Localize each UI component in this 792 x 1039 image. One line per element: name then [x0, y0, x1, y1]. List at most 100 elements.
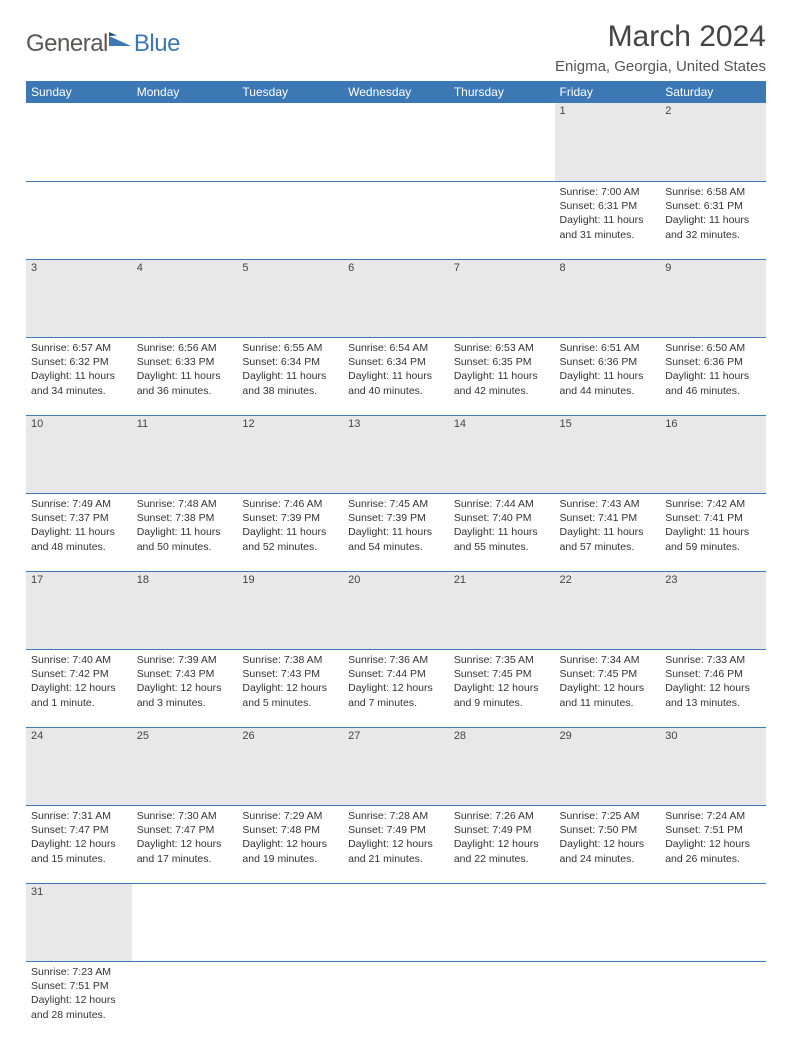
day-number: 9 [660, 260, 766, 276]
weekday-header-row: SundayMondayTuesdayWednesdayThursdayFrid… [26, 81, 766, 103]
calendar-body: 12 Sunrise: 7:00 AMSunset: 6:31 PMDayligh… [26, 103, 766, 1039]
day-cell: Sunrise: 7:40 AMSunset: 7:42 PMDaylight:… [26, 650, 132, 715]
day-cell: Sunrise: 7:39 AMSunset: 7:43 PMDaylight:… [132, 650, 238, 715]
day-number-empty [449, 884, 555, 900]
header: General Blue March 2024 Enigma, Georgia,… [26, 20, 766, 75]
day-cell: Sunrise: 7:25 AMSunset: 7:50 PMDaylight:… [555, 806, 661, 871]
day-number-empty [555, 884, 661, 900]
day-number: 15 [555, 416, 661, 432]
day-cell: Sunrise: 7:31 AMSunset: 7:47 PMDaylight:… [26, 806, 132, 871]
day-number: 28 [449, 728, 555, 744]
weekday-header: Sunday [26, 81, 132, 103]
day-number: 18 [132, 572, 238, 588]
day-number-empty [343, 103, 449, 119]
day-number: 14 [449, 416, 555, 432]
day-number: 30 [660, 728, 766, 744]
day-number-empty [237, 103, 343, 119]
day-cell: Sunrise: 7:43 AMSunset: 7:41 PMDaylight:… [555, 494, 661, 559]
empty-cell [132, 961, 238, 1039]
day-number: 20 [343, 572, 449, 588]
day-cell: Sunrise: 7:34 AMSunset: 7:45 PMDaylight:… [555, 650, 661, 715]
day-number: 24 [26, 728, 132, 744]
day-number: 27 [343, 728, 449, 744]
empty-cell [237, 961, 343, 1039]
day-number-empty [132, 103, 238, 119]
weekday-header: Monday [132, 81, 238, 103]
day-cell: Sunrise: 6:54 AMSunset: 6:34 PMDaylight:… [343, 338, 449, 403]
day-cell: Sunrise: 6:57 AMSunset: 6:32 PMDaylight:… [26, 338, 132, 403]
day-cell: Sunrise: 6:51 AMSunset: 6:36 PMDaylight:… [555, 338, 661, 403]
day-number: 2 [660, 103, 766, 119]
weekday-header: Tuesday [237, 81, 343, 103]
day-cell: Sunrise: 7:24 AMSunset: 7:51 PMDaylight:… [660, 806, 766, 871]
day-cell: Sunrise: 7:35 AMSunset: 7:45 PMDaylight:… [449, 650, 555, 715]
weekday-header: Wednesday [343, 81, 449, 103]
empty-cell [660, 961, 766, 1039]
day-number: 13 [343, 416, 449, 432]
day-cell: Sunrise: 7:26 AMSunset: 7:49 PMDaylight:… [449, 806, 555, 871]
weekday-header: Thursday [449, 81, 555, 103]
day-number: 1 [555, 103, 661, 119]
empty-cell [237, 181, 343, 259]
empty-cell [555, 961, 661, 1039]
day-cell: Sunrise: 7:46 AMSunset: 7:39 PMDaylight:… [237, 494, 343, 559]
day-cell: Sunrise: 7:23 AMSunset: 7:51 PMDaylight:… [26, 962, 132, 1027]
logo: General Blue [26, 20, 180, 58]
day-number: 8 [555, 260, 661, 276]
day-cell: Sunrise: 7:42 AMSunset: 7:41 PMDaylight:… [660, 494, 766, 559]
logo-text-general: General [26, 30, 108, 58]
day-cell: Sunrise: 7:38 AMSunset: 7:43 PMDaylight:… [237, 650, 343, 715]
empty-cell [26, 181, 132, 259]
day-number: 6 [343, 260, 449, 276]
location: Enigma, Georgia, United States [555, 58, 766, 75]
day-cell: Sunrise: 7:30 AMSunset: 7:47 PMDaylight:… [132, 806, 238, 871]
day-number-empty [26, 103, 132, 119]
day-number: 22 [555, 572, 661, 588]
day-cell: Sunrise: 6:58 AMSunset: 6:31 PMDaylight:… [660, 182, 766, 247]
day-number: 4 [132, 260, 238, 276]
day-number: 5 [237, 260, 343, 276]
day-number: 19 [237, 572, 343, 588]
day-cell: Sunrise: 7:48 AMSunset: 7:38 PMDaylight:… [132, 494, 238, 559]
day-number: 26 [237, 728, 343, 744]
day-cell: Sunrise: 7:33 AMSunset: 7:46 PMDaylight:… [660, 650, 766, 715]
day-number: 3 [26, 260, 132, 276]
day-cell: Sunrise: 6:50 AMSunset: 6:36 PMDaylight:… [660, 338, 766, 403]
day-cell: Sunrise: 7:29 AMSunset: 7:48 PMDaylight:… [237, 806, 343, 871]
logo-triangle-icon [109, 32, 131, 46]
empty-cell [449, 961, 555, 1039]
day-number: 16 [660, 416, 766, 432]
day-number: 29 [555, 728, 661, 744]
title-block: March 2024 Enigma, Georgia, United State… [555, 20, 766, 75]
day-number-empty [343, 884, 449, 900]
day-number: 7 [449, 260, 555, 276]
empty-cell [343, 181, 449, 259]
day-cell: Sunrise: 6:56 AMSunset: 6:33 PMDaylight:… [132, 338, 238, 403]
day-number: 25 [132, 728, 238, 744]
logo-text-blue: Blue [134, 30, 180, 58]
weekday-header: Saturday [660, 81, 766, 103]
day-cell: Sunrise: 7:44 AMSunset: 7:40 PMDaylight:… [449, 494, 555, 559]
day-number: 10 [26, 416, 132, 432]
weekday-header: Friday [555, 81, 661, 103]
empty-cell [132, 181, 238, 259]
day-number: 12 [237, 416, 343, 432]
day-number-empty [237, 884, 343, 900]
day-number: 23 [660, 572, 766, 588]
day-cell: Sunrise: 6:53 AMSunset: 6:35 PMDaylight:… [449, 338, 555, 403]
day-number: 11 [132, 416, 238, 432]
day-cell: Sunrise: 7:00 AMSunset: 6:31 PMDaylight:… [555, 182, 661, 247]
day-number-empty [660, 884, 766, 900]
empty-cell [343, 961, 449, 1039]
day-cell: Sunrise: 7:36 AMSunset: 7:44 PMDaylight:… [343, 650, 449, 715]
day-cell: Sunrise: 7:49 AMSunset: 7:37 PMDaylight:… [26, 494, 132, 559]
empty-cell [449, 181, 555, 259]
day-cell: Sunrise: 6:55 AMSunset: 6:34 PMDaylight:… [237, 338, 343, 403]
day-number: 17 [26, 572, 132, 588]
day-cell: Sunrise: 7:45 AMSunset: 7:39 PMDaylight:… [343, 494, 449, 559]
day-number-empty [449, 103, 555, 119]
day-cell: Sunrise: 7:28 AMSunset: 7:49 PMDaylight:… [343, 806, 449, 871]
month-title: March 2024 [555, 20, 766, 54]
day-number: 31 [26, 884, 132, 900]
calendar-table: SundayMondayTuesdayWednesdayThursdayFrid… [26, 81, 766, 1039]
